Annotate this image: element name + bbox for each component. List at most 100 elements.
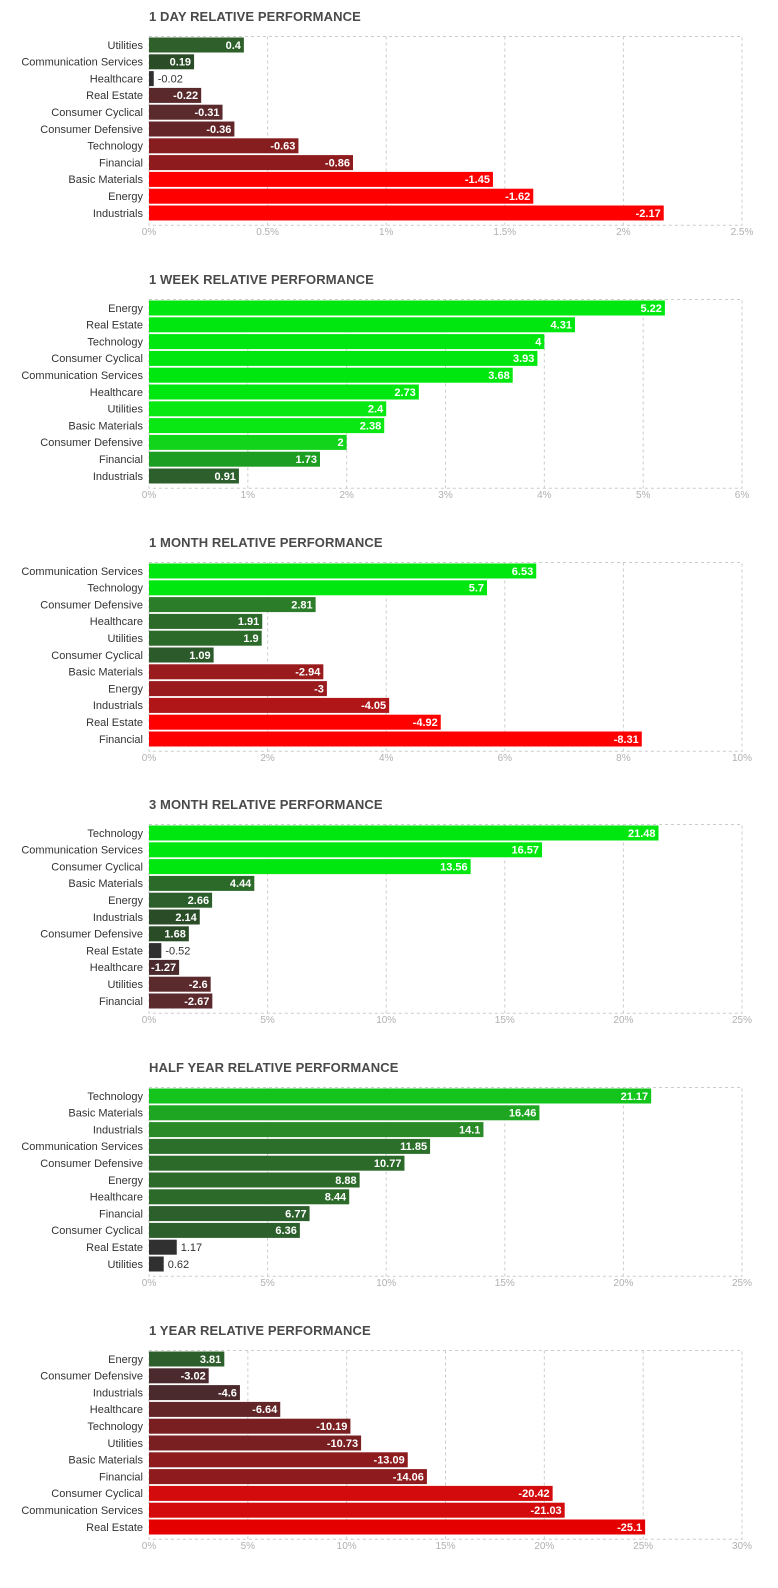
value-label-healthcare: -6.64 bbox=[252, 1404, 278, 1416]
bar-basic-materials bbox=[149, 1452, 408, 1468]
bar-consumer-defensive bbox=[149, 596, 316, 612]
bar-basic-materials bbox=[149, 876, 255, 892]
value-label-financial: 6.77 bbox=[285, 1209, 306, 1221]
value-label-utilities: -2.6 bbox=[189, 979, 208, 991]
bar-financial bbox=[149, 993, 213, 1009]
value-label-energy: 8.88 bbox=[335, 1175, 356, 1187]
category-label-technology: Technology bbox=[87, 141, 143, 153]
x-tick-label: 5% bbox=[260, 1015, 275, 1026]
bar-healthcare bbox=[149, 613, 263, 629]
value-label-healthcare: 2.73 bbox=[394, 387, 415, 399]
x-tick-label: 25% bbox=[732, 1015, 752, 1026]
chart-panel-1: 1 WEEK RELATIVE PERFORMANCE 0% 1% 2% 3% 4% 5% 6… bbox=[0, 263, 778, 526]
category-label-consumer-defensive: Consumer Defensive bbox=[40, 124, 143, 136]
value-label-industrials: -2.17 bbox=[636, 208, 661, 220]
bar-communication-services bbox=[149, 1139, 431, 1155]
category-label-utilities: Utilities bbox=[108, 979, 144, 991]
value-label-consumer-cyclical: 13.56 bbox=[440, 862, 468, 874]
category-label-consumer-defensive: Consumer Defensive bbox=[40, 437, 143, 449]
bar-consumer-cyclical bbox=[149, 350, 538, 366]
value-label-technology: 21.17 bbox=[621, 1091, 649, 1103]
chart-title: 1 DAY RELATIVE PERFORMANCE bbox=[149, 9, 361, 24]
category-label-real-estate: Real Estate bbox=[86, 1522, 143, 1534]
bar-real-estate bbox=[149, 317, 575, 333]
value-label-healthcare: -0.02 bbox=[158, 73, 183, 85]
value-label-communication-services: 11.85 bbox=[400, 1141, 427, 1153]
value-label-industrials: -4.6 bbox=[218, 1387, 237, 1399]
category-label-real-estate: Real Estate bbox=[86, 717, 143, 729]
category-label-utilities: Utilities bbox=[108, 1259, 144, 1271]
category-label-industrials: Industrials bbox=[93, 912, 144, 924]
bar-healthcare bbox=[149, 384, 419, 400]
category-label-consumer-defensive: Consumer Defensive bbox=[40, 1371, 143, 1383]
chart-title: 1 WEEK RELATIVE PERFORMANCE bbox=[149, 271, 374, 287]
category-label-communication-services: Communication Services bbox=[21, 57, 143, 69]
value-label-industrials: -4.05 bbox=[361, 700, 386, 712]
value-label-industrials: 14.1 bbox=[459, 1125, 480, 1137]
value-label-real-estate: -25.1 bbox=[617, 1522, 642, 1534]
x-tick-label: 10% bbox=[376, 1015, 396, 1026]
x-tick-label: 2% bbox=[616, 227, 631, 238]
x-tick-label: 8% bbox=[616, 753, 631, 764]
value-label-basic-materials: -13.09 bbox=[374, 1455, 405, 1467]
value-label-industrials: 0.91 bbox=[215, 471, 236, 483]
bar-energy bbox=[149, 300, 665, 316]
value-label-consumer-cyclical: 1.09 bbox=[189, 649, 210, 661]
value-label-energy: 5.22 bbox=[640, 303, 661, 315]
value-label-real-estate: 1.17 bbox=[181, 1242, 202, 1254]
x-tick-label: 6% bbox=[735, 490, 750, 501]
x-tick-label: 10% bbox=[376, 1278, 396, 1289]
value-label-consumer-cyclical: -20.42 bbox=[518, 1488, 549, 1500]
value-label-consumer-defensive: 2 bbox=[338, 437, 344, 449]
bar-utilities bbox=[149, 977, 211, 993]
bar-financial bbox=[149, 451, 320, 467]
value-label-communication-services: 3.68 bbox=[488, 370, 509, 382]
value-label-financial: -2.67 bbox=[184, 996, 209, 1008]
value-label-consumer-defensive: 1.68 bbox=[164, 929, 185, 941]
value-label-communication-services: 0.19 bbox=[170, 57, 191, 69]
category-label-technology: Technology bbox=[87, 1091, 143, 1103]
value-label-utilities: 0.4 bbox=[226, 40, 242, 52]
category-label-technology: Technology bbox=[87, 1421, 143, 1433]
x-tick-label: 5% bbox=[636, 490, 651, 501]
category-label-consumer-cyclical: Consumer Cyclical bbox=[51, 1225, 143, 1237]
bar-basic-materials bbox=[149, 663, 324, 679]
x-tick-label: 10% bbox=[732, 753, 752, 764]
value-label-energy: 3.81 bbox=[200, 1354, 221, 1366]
value-label-consumer-defensive: -3.02 bbox=[181, 1371, 206, 1383]
category-label-industrials: Industrials bbox=[93, 208, 144, 220]
category-label-basic-materials: Basic Materials bbox=[68, 1455, 143, 1467]
category-label-real-estate: Real Estate bbox=[86, 90, 143, 102]
value-label-utilities: 1.9 bbox=[243, 633, 258, 645]
bar-basic-materials bbox=[149, 417, 385, 433]
category-label-healthcare: Healthcare bbox=[90, 387, 143, 399]
value-label-basic-materials: 4.44 bbox=[230, 879, 252, 891]
value-label-consumer-defensive: 2.81 bbox=[291, 599, 312, 611]
category-label-technology: Technology bbox=[87, 582, 143, 594]
category-label-industrials: Industrials bbox=[93, 471, 144, 483]
bar-consumer-defensive bbox=[149, 1155, 405, 1171]
bar-consumer-defensive bbox=[149, 1368, 209, 1384]
value-label-energy: -1.62 bbox=[505, 191, 530, 203]
value-label-consumer-defensive: 10.77 bbox=[374, 1158, 402, 1170]
bar-consumer-defensive bbox=[149, 926, 189, 942]
bar-consumer-cyclical bbox=[149, 1223, 300, 1239]
plot-frame bbox=[148, 561, 743, 752]
category-label-healthcare: Healthcare bbox=[90, 616, 143, 628]
chart-panel-3: 3 MONTH RELATIVE PERFORMANCE 0% 5% 10% 15% 20… bbox=[0, 788, 778, 1051]
chart-panel-4: HALF YEAR RELATIVE PERFORMANCE 0% 5% 10% 15%… bbox=[0, 1051, 778, 1314]
x-tick-label: 0% bbox=[142, 490, 157, 501]
bar-financial bbox=[149, 1469, 427, 1485]
category-label-consumer-defensive: Consumer Defensive bbox=[40, 1158, 143, 1170]
value-label-real-estate: 4.31 bbox=[551, 319, 572, 331]
x-tick-label: 25% bbox=[633, 1541, 653, 1552]
value-label-communication-services: -21.03 bbox=[530, 1505, 561, 1517]
bar-healthcare bbox=[149, 1189, 350, 1205]
bar-utilities bbox=[149, 630, 262, 646]
value-label-technology: 4 bbox=[535, 336, 542, 348]
value-label-technology: 21.48 bbox=[628, 828, 656, 840]
value-label-consumer-cyclical: 3.93 bbox=[513, 353, 534, 365]
category-label-financial: Financial bbox=[99, 733, 143, 745]
value-label-communication-services: 6.53 bbox=[512, 565, 533, 577]
